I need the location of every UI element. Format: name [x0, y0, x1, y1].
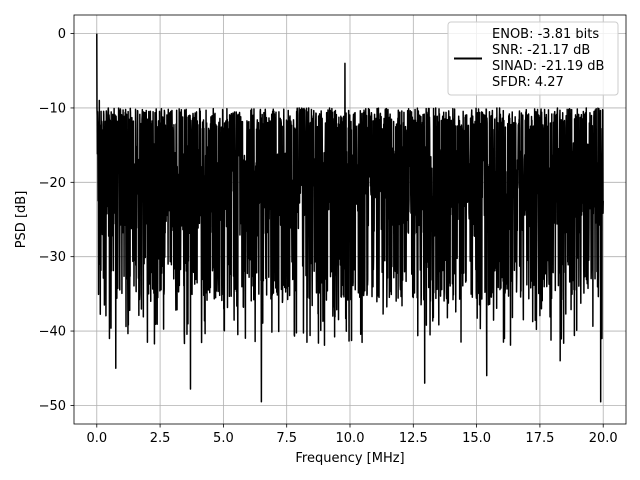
y-tick-label: 0	[58, 27, 66, 42]
y-tick-label: −50	[39, 399, 66, 414]
legend: ENOB: -3.81 bits SNR: -21.17 dB SINAD: -21…	[447, 21, 619, 96]
x-tick-label: 12.5	[399, 431, 428, 446]
y-tick-label: −10	[39, 101, 66, 116]
x-tick-label: 17.5	[525, 431, 554, 446]
x-axis-label: Frequency [MHz]	[295, 451, 404, 466]
y-tick-label: −40	[39, 325, 66, 340]
legend-entry: SNR: -21.17 dB	[492, 43, 590, 58]
x-tick-label: 5.0	[213, 431, 234, 446]
x-tick-label: 2.5	[150, 431, 171, 446]
x-tick-label: 20.0	[589, 431, 618, 446]
legend-box	[447, 21, 619, 96]
x-tick-label: 7.5	[276, 431, 297, 446]
x-tick-label: 10.0	[336, 431, 365, 446]
y-tick-label: −30	[39, 250, 66, 265]
psd-series-line	[96, 33, 604, 403]
x-tick-label: 15.0	[462, 431, 491, 446]
ticks: 0.0 2.5 5.0 7.5 10.0 12.5 15.0 17.5 20.0 0 −10 −20 −…	[39, 27, 618, 446]
legend-text: ENOB: -3.81 bits SNR: -21.17 dB SINAD: -21…	[492, 27, 604, 90]
legend-entry: SINAD: -21.19 dB	[492, 59, 604, 74]
series-layer	[96, 33, 604, 403]
y-tick-label: −20	[39, 176, 66, 191]
legend-entry: ENOB: -3.81 bits	[492, 27, 599, 42]
x-tick-label: 0.0	[86, 431, 107, 446]
y-axis-label: PSD [dB]	[14, 191, 29, 249]
legend-entry: SFDR: 4.27	[492, 75, 564, 90]
